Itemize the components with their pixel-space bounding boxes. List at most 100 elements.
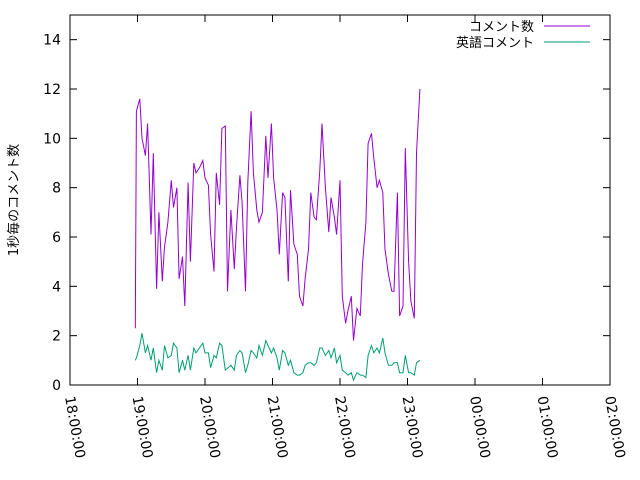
series-2-point bbox=[410, 372, 411, 373]
series-2-point bbox=[385, 352, 386, 353]
series-1-point bbox=[219, 204, 220, 205]
series-1-point bbox=[162, 281, 163, 282]
series-1-point bbox=[316, 219, 317, 220]
series-1-point bbox=[265, 135, 266, 136]
series-2-point bbox=[279, 370, 280, 371]
series-1-point bbox=[290, 190, 291, 191]
series-2-point bbox=[308, 362, 309, 363]
series-2-point bbox=[334, 348, 335, 349]
series-1-point bbox=[297, 254, 298, 255]
series-2-point bbox=[219, 343, 220, 344]
series-2-point bbox=[277, 357, 278, 358]
series-1-point bbox=[167, 222, 168, 223]
series-2-point bbox=[208, 352, 209, 353]
series-2-point bbox=[221, 345, 222, 346]
series-1-point bbox=[325, 187, 326, 188]
series-2-point bbox=[290, 360, 291, 361]
legend-label-1: コメント数 bbox=[469, 20, 534, 35]
series-1-point bbox=[164, 246, 165, 247]
series-1-point bbox=[377, 187, 378, 188]
x-tick-label: 19:00:00 bbox=[129, 395, 156, 460]
series-2-point bbox=[247, 365, 248, 366]
series-2-point bbox=[167, 357, 168, 358]
x-tick-label: 01:00:00 bbox=[534, 395, 561, 460]
series-1-point bbox=[236, 227, 237, 228]
series-1-point bbox=[340, 180, 341, 181]
series-2-point bbox=[377, 348, 378, 349]
series-1-point bbox=[158, 212, 159, 213]
series-1-point bbox=[145, 155, 146, 156]
series-1-point bbox=[196, 172, 197, 173]
series-2-point bbox=[196, 352, 197, 353]
series-2-point bbox=[391, 365, 392, 366]
series-2-point bbox=[262, 355, 263, 356]
series-1-point bbox=[277, 209, 278, 210]
series-2-point bbox=[147, 345, 148, 346]
series-2-point bbox=[199, 348, 200, 349]
series-1-point bbox=[416, 153, 417, 154]
series-1-point bbox=[153, 153, 154, 154]
series-2-point bbox=[316, 362, 317, 363]
series-2-point bbox=[188, 355, 189, 356]
series-2-point bbox=[319, 348, 320, 349]
y-tick-label: 12 bbox=[43, 82, 61, 98]
series-2-point bbox=[184, 370, 185, 371]
series-2-point bbox=[342, 370, 343, 371]
series-1-point bbox=[385, 249, 386, 250]
series-1-point bbox=[184, 306, 185, 307]
series-2-point bbox=[265, 340, 266, 341]
series-2-point bbox=[268, 345, 269, 346]
x-tick-label: 18:00:00 bbox=[61, 395, 88, 460]
series-2-point bbox=[214, 355, 215, 356]
series-1-point bbox=[353, 340, 354, 341]
series-2-point bbox=[139, 345, 140, 346]
series-1-point bbox=[273, 177, 274, 178]
series-1-point bbox=[193, 163, 194, 164]
series-1-point bbox=[139, 98, 140, 99]
series-1-point bbox=[368, 143, 369, 144]
series-2-point bbox=[182, 360, 183, 361]
x-tick-label: 22:00:00 bbox=[331, 395, 358, 460]
series-2-point bbox=[345, 372, 346, 373]
series-2-point bbox=[239, 350, 240, 351]
series-1-point bbox=[253, 172, 254, 173]
series-1-point bbox=[245, 291, 246, 292]
series-2-point bbox=[230, 365, 231, 366]
series-2-point bbox=[171, 355, 172, 356]
y-tick-label: 14 bbox=[43, 33, 61, 49]
series-1-point bbox=[142, 138, 143, 139]
series-1-point bbox=[379, 180, 380, 181]
series-2-point bbox=[408, 372, 409, 373]
series-1-point bbox=[182, 256, 183, 257]
series-2-point bbox=[322, 348, 323, 349]
series-1-point bbox=[397, 192, 398, 193]
series-1-point bbox=[171, 180, 172, 181]
series-1-point bbox=[322, 123, 323, 124]
x-tick-label: 21:00:00 bbox=[264, 395, 291, 460]
series-2-point bbox=[216, 357, 217, 358]
series-2-point bbox=[394, 362, 395, 363]
series-1-point bbox=[410, 301, 411, 302]
y-tick-label: 10 bbox=[43, 131, 61, 147]
series-2-point bbox=[379, 352, 380, 353]
series-1-point bbox=[373, 158, 374, 159]
series-2-point bbox=[373, 352, 374, 353]
series-1-point bbox=[151, 234, 152, 235]
series-1-point bbox=[239, 175, 240, 176]
series-2-point bbox=[210, 367, 211, 368]
series-2-point bbox=[271, 352, 272, 353]
series-1-point bbox=[345, 323, 346, 324]
series-1-point bbox=[242, 202, 243, 203]
series-1-point bbox=[382, 192, 383, 193]
series-2-point bbox=[360, 375, 361, 376]
series-2-point bbox=[299, 375, 300, 376]
series-2-point bbox=[179, 372, 180, 373]
series-2-point bbox=[362, 375, 363, 376]
series-2-point bbox=[365, 377, 366, 378]
series-1-point bbox=[299, 296, 300, 297]
series-2-point bbox=[284, 352, 285, 353]
series-2-point bbox=[336, 362, 337, 363]
series-1-point bbox=[388, 274, 389, 275]
series-1-point bbox=[227, 291, 228, 292]
series-2-point bbox=[176, 348, 177, 349]
